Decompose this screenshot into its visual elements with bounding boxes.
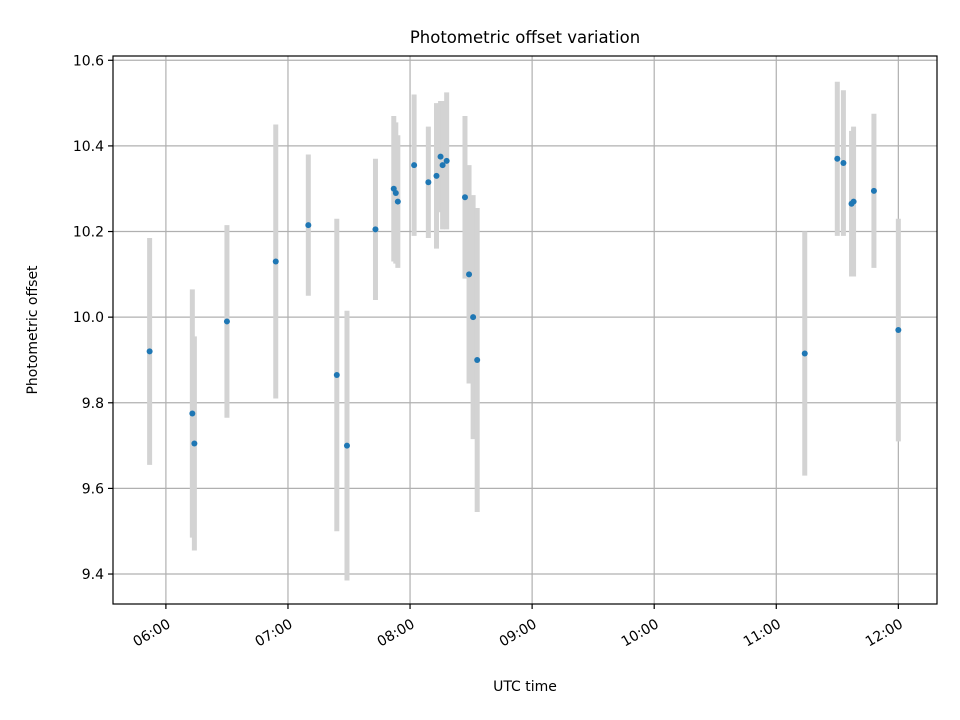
data-point bbox=[191, 440, 198, 447]
data-point bbox=[834, 155, 841, 162]
data-point bbox=[433, 172, 440, 179]
y-tick-label: 10.2 bbox=[73, 225, 104, 241]
y-tick-label: 9.8 bbox=[82, 396, 104, 412]
y-tick-label: 9.4 bbox=[82, 567, 104, 583]
data-point bbox=[392, 190, 399, 196]
data-point bbox=[466, 271, 473, 278]
data-point bbox=[437, 153, 444, 160]
data-point bbox=[895, 327, 902, 333]
data-point bbox=[189, 410, 196, 417]
y-axis-ticks: 9.4 9.6 9.8 10.0 10.2 10.4 10.6 bbox=[73, 53, 113, 583]
data-point bbox=[474, 356, 481, 363]
data-point bbox=[840, 160, 847, 167]
grid bbox=[113, 56, 937, 604]
data-point bbox=[461, 194, 468, 201]
data-point bbox=[394, 198, 401, 205]
data-point bbox=[850, 198, 857, 205]
y-axis-label: Photometric offset bbox=[25, 265, 41, 395]
data-point bbox=[411, 162, 418, 169]
plot-frame bbox=[112, 55, 938, 605]
y-tick-label: 10.4 bbox=[73, 139, 104, 155]
y-tick-label: 9.6 bbox=[82, 481, 104, 497]
data-point bbox=[470, 314, 477, 321]
y-tick-label: 10.6 bbox=[73, 53, 104, 69]
data-point bbox=[305, 222, 312, 229]
chart-title: Photometric offset variation bbox=[410, 28, 640, 47]
data-point bbox=[443, 157, 450, 164]
data-point bbox=[333, 371, 340, 378]
data-point bbox=[146, 348, 153, 355]
data-points bbox=[146, 153, 902, 449]
data-point bbox=[343, 442, 350, 449]
data-point bbox=[223, 318, 230, 325]
x-axis-label: UTC time bbox=[493, 679, 557, 695]
data-point bbox=[272, 258, 279, 265]
y-tick-label: 10.0 bbox=[73, 310, 104, 326]
data-point bbox=[425, 179, 432, 186]
data-point bbox=[439, 162, 446, 169]
data-point bbox=[870, 187, 877, 194]
data-point bbox=[801, 350, 808, 357]
data-point bbox=[372, 226, 379, 233]
